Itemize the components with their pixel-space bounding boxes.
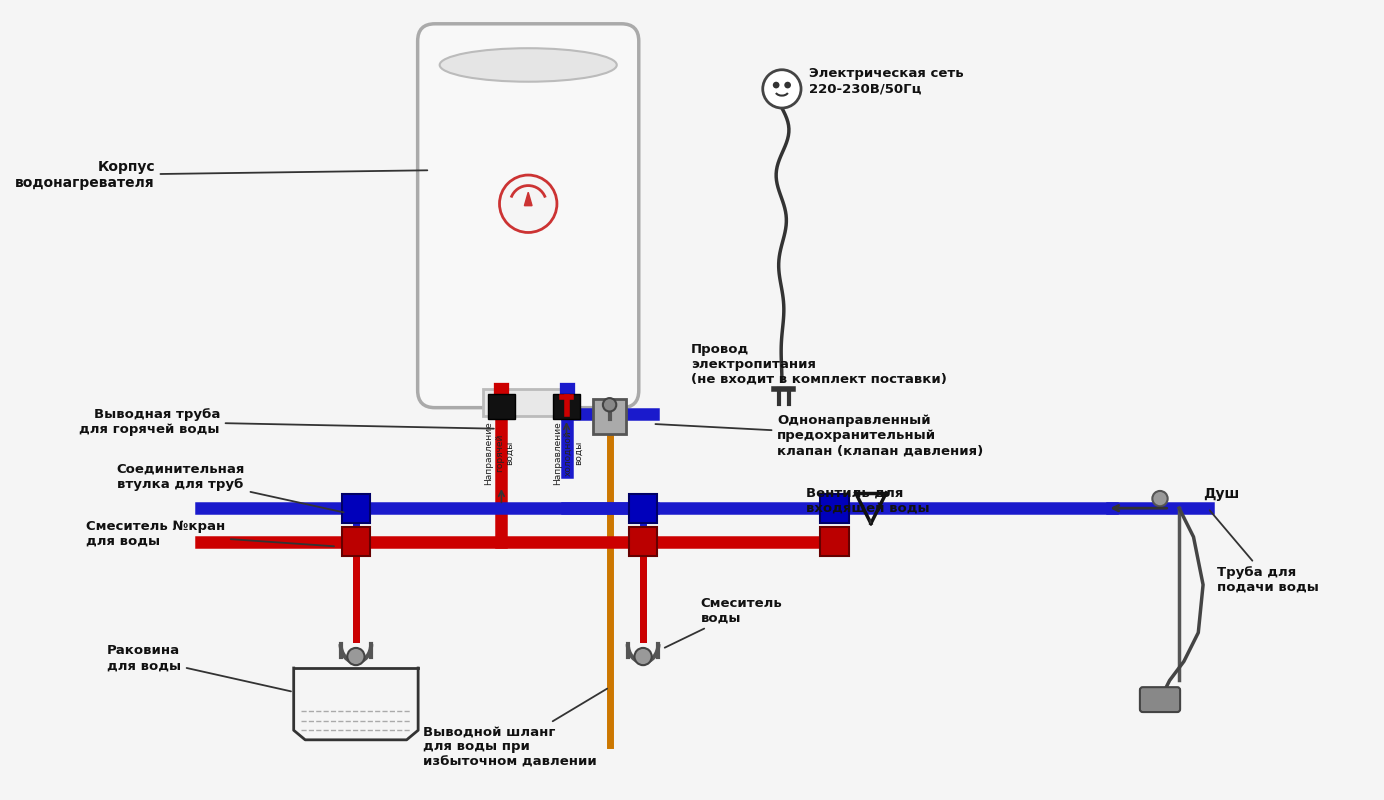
Text: Смеситель
воды: Смеситель воды <box>664 597 782 648</box>
Circle shape <box>772 82 779 89</box>
Text: Направление
горячей
воды: Направление горячей воды <box>484 421 515 485</box>
Text: Выводной шланг
для воды при
избыточном давлении: Выводной шланг для воды при избыточном д… <box>424 689 608 769</box>
Circle shape <box>500 175 556 233</box>
Ellipse shape <box>440 48 617 82</box>
Circle shape <box>785 82 792 89</box>
Text: Вентиль для
входящей воды: Вентиль для входящей воды <box>805 486 930 522</box>
Circle shape <box>634 648 652 665</box>
FancyBboxPatch shape <box>342 527 371 556</box>
Text: Провод
электропитания
(не входит в комплект поставки): Провод электропитания (не входит в компл… <box>691 342 947 386</box>
FancyBboxPatch shape <box>483 389 573 416</box>
FancyBboxPatch shape <box>554 394 580 419</box>
Circle shape <box>603 398 616 411</box>
FancyBboxPatch shape <box>628 527 657 556</box>
Circle shape <box>763 70 801 108</box>
Text: Однонаправленный
предохранительный
клапан (клапан давления): Однонаправленный предохранительный клапа… <box>656 414 984 458</box>
FancyBboxPatch shape <box>1140 687 1181 712</box>
FancyBboxPatch shape <box>628 494 657 522</box>
Text: Труба для
подачи воды: Труба для подачи воды <box>1210 510 1319 594</box>
Text: Электрическая сеть
220-230В/50Гц: Электрическая сеть 220-230В/50Гц <box>808 67 963 95</box>
Circle shape <box>347 648 364 665</box>
FancyBboxPatch shape <box>418 24 639 408</box>
Text: Раковина
для воды: Раковина для воды <box>107 645 291 691</box>
Text: Направление
холодной
воды: Направление холодной воды <box>554 421 583 485</box>
Text: Выводная труба
для горячей воды: Выводная труба для горячей воды <box>79 408 494 436</box>
FancyBboxPatch shape <box>594 399 626 434</box>
Text: Корпус
водонагревателя: Корпус водонагревателя <box>15 160 428 190</box>
FancyBboxPatch shape <box>821 494 848 522</box>
Polygon shape <box>525 192 531 206</box>
FancyBboxPatch shape <box>821 527 848 556</box>
Text: Соединительная
втулка для труб: Соединительная втулка для труб <box>116 462 343 512</box>
FancyBboxPatch shape <box>342 494 371 522</box>
Text: Душ: Душ <box>1203 487 1239 501</box>
Circle shape <box>1153 491 1168 506</box>
FancyBboxPatch shape <box>489 394 515 419</box>
Text: Смеситель №кран
для воды: Смеситель №кран для воды <box>86 520 334 548</box>
